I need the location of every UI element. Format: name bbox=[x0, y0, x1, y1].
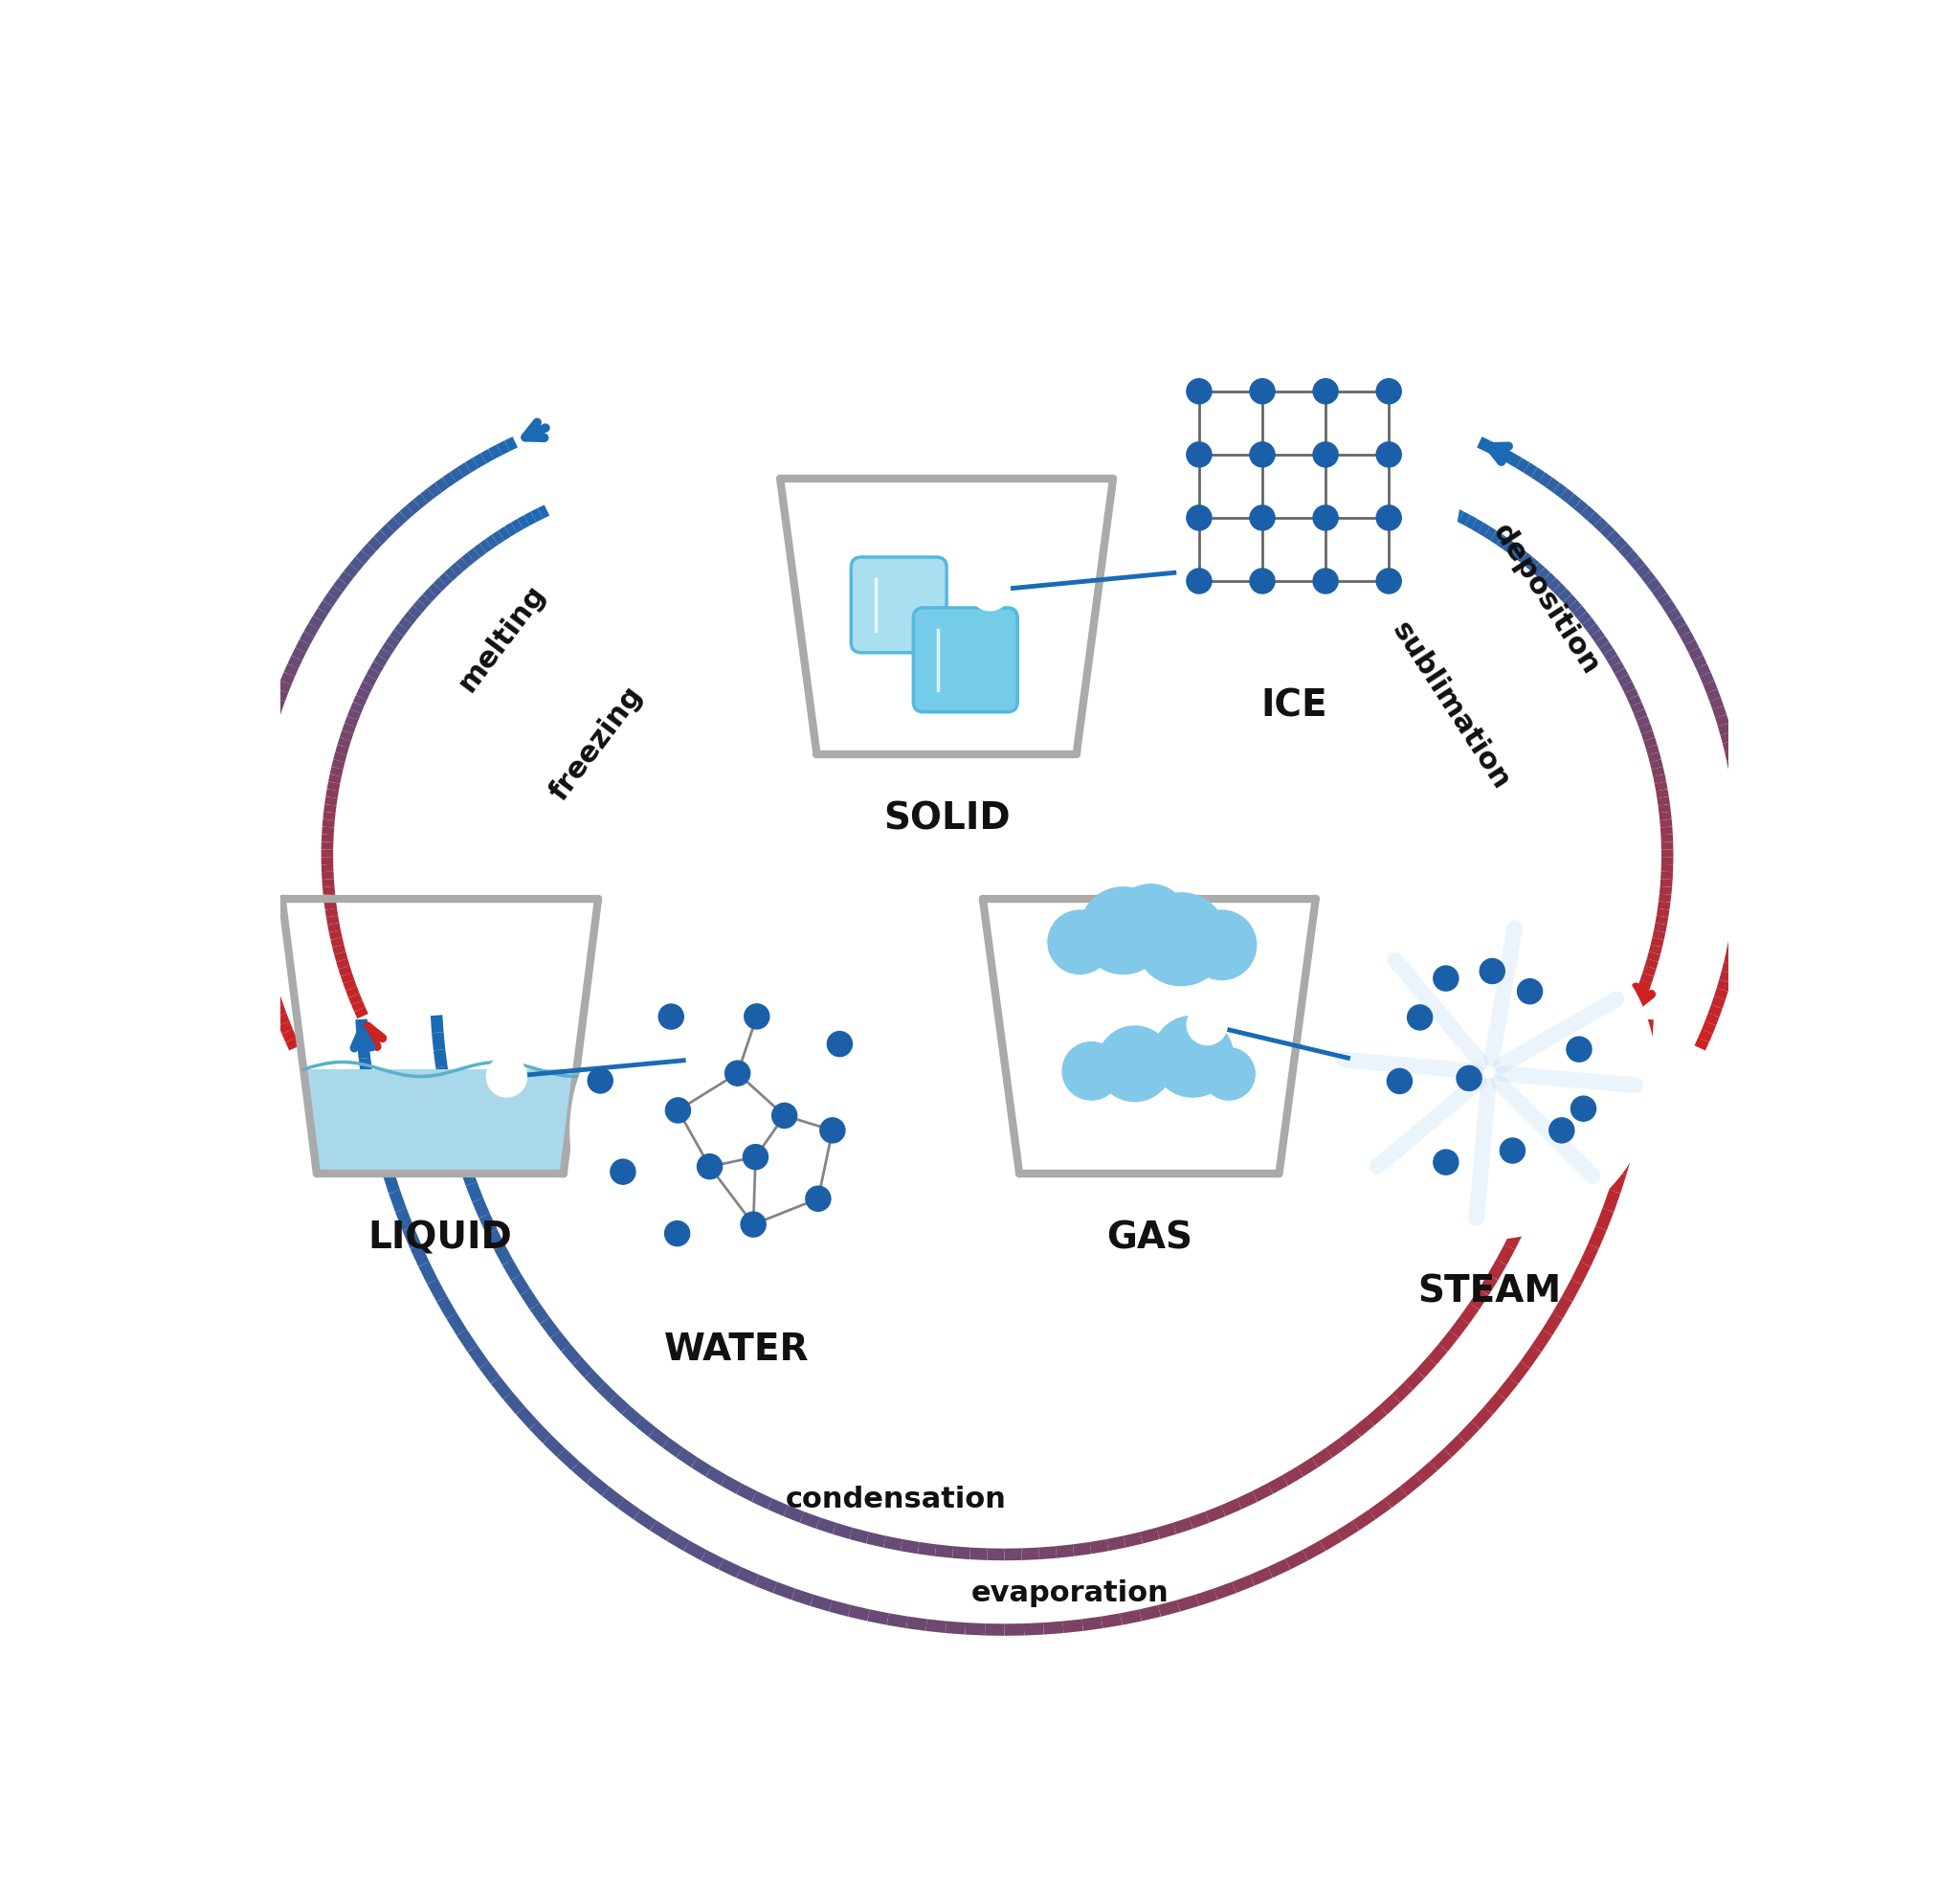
Circle shape bbox=[1186, 506, 1211, 530]
Circle shape bbox=[570, 964, 904, 1297]
Text: freezing: freezing bbox=[545, 682, 649, 807]
Circle shape bbox=[743, 1145, 768, 1169]
Circle shape bbox=[1313, 378, 1339, 404]
Circle shape bbox=[1376, 378, 1401, 404]
Circle shape bbox=[1186, 378, 1211, 404]
Circle shape bbox=[1313, 506, 1339, 530]
Circle shape bbox=[610, 1160, 635, 1184]
Circle shape bbox=[488, 1058, 525, 1096]
Circle shape bbox=[1376, 568, 1401, 594]
Circle shape bbox=[1062, 1042, 1121, 1100]
Circle shape bbox=[1186, 442, 1211, 466]
Circle shape bbox=[772, 1104, 798, 1128]
Text: ICE: ICE bbox=[1260, 688, 1327, 724]
Circle shape bbox=[1250, 378, 1274, 404]
Text: condensation: condensation bbox=[786, 1485, 1005, 1513]
Circle shape bbox=[1049, 910, 1111, 974]
Circle shape bbox=[1250, 442, 1274, 466]
Circle shape bbox=[1570, 1096, 1595, 1120]
Circle shape bbox=[659, 1004, 684, 1028]
Circle shape bbox=[1080, 887, 1166, 974]
Text: GAS: GAS bbox=[1105, 1220, 1192, 1256]
Circle shape bbox=[664, 1220, 690, 1246]
Text: STEAM: STEAM bbox=[1417, 1273, 1562, 1310]
Text: deposition: deposition bbox=[1488, 519, 1605, 679]
Circle shape bbox=[1376, 506, 1401, 530]
Circle shape bbox=[1517, 979, 1543, 1004]
Circle shape bbox=[1456, 1066, 1482, 1090]
Text: melting: melting bbox=[453, 579, 551, 697]
Circle shape bbox=[741, 1213, 766, 1237]
Circle shape bbox=[1499, 1137, 1525, 1164]
Text: WATER: WATER bbox=[664, 1331, 809, 1369]
Circle shape bbox=[725, 1060, 751, 1087]
Circle shape bbox=[1433, 966, 1458, 991]
Text: sublimation: sublimation bbox=[1386, 617, 1515, 795]
Circle shape bbox=[1250, 568, 1274, 594]
Circle shape bbox=[666, 1098, 690, 1122]
Circle shape bbox=[1113, 884, 1188, 959]
Circle shape bbox=[1323, 906, 1656, 1239]
Circle shape bbox=[1188, 1006, 1225, 1043]
Circle shape bbox=[1407, 1006, 1433, 1030]
FancyBboxPatch shape bbox=[851, 556, 947, 652]
Text: evaporation: evaporation bbox=[970, 1579, 1168, 1607]
Circle shape bbox=[1433, 1151, 1458, 1175]
Circle shape bbox=[1186, 568, 1211, 594]
Circle shape bbox=[588, 1068, 613, 1092]
Circle shape bbox=[1313, 568, 1339, 594]
Circle shape bbox=[1313, 442, 1339, 466]
FancyBboxPatch shape bbox=[913, 607, 1017, 713]
Text: LIQUID: LIQUID bbox=[368, 1220, 512, 1256]
Polygon shape bbox=[304, 1070, 576, 1173]
Circle shape bbox=[1188, 910, 1256, 979]
Circle shape bbox=[819, 1119, 845, 1143]
Circle shape bbox=[827, 1032, 853, 1057]
Circle shape bbox=[1250, 506, 1274, 530]
Circle shape bbox=[1135, 893, 1227, 985]
Circle shape bbox=[1548, 1119, 1574, 1143]
Circle shape bbox=[1127, 320, 1460, 652]
Circle shape bbox=[1203, 1047, 1254, 1100]
Circle shape bbox=[1376, 442, 1401, 466]
Circle shape bbox=[1388, 1068, 1411, 1094]
Circle shape bbox=[1480, 959, 1505, 983]
Circle shape bbox=[972, 572, 1009, 609]
Circle shape bbox=[1566, 1036, 1592, 1062]
Circle shape bbox=[806, 1186, 831, 1211]
Circle shape bbox=[698, 1154, 721, 1179]
Text: SOLID: SOLID bbox=[884, 801, 1009, 837]
Circle shape bbox=[745, 1004, 770, 1028]
Circle shape bbox=[1098, 1026, 1172, 1102]
Circle shape bbox=[1152, 1015, 1233, 1098]
